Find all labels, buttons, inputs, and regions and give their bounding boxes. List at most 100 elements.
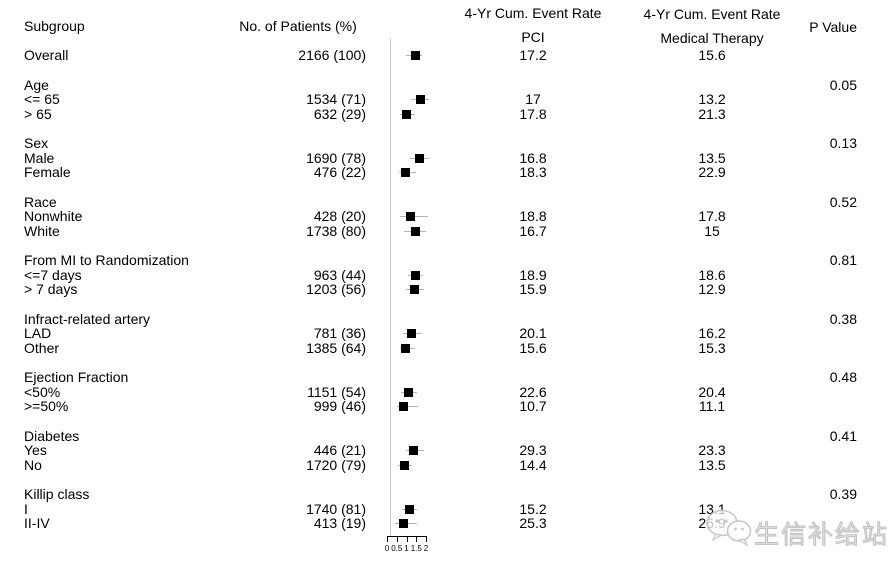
mt-event-rate-value: 11.1 <box>698 398 726 414</box>
row-overall: Overall 2166 (100) 17.2 15.6 <box>0 46 894 63</box>
row-subgroup-item: > 7 days 1203 (56) 15.9 12.9 <box>0 282 894 297</box>
pci-event-rate-value: 20.1 <box>519 325 547 341</box>
mt-event-rate-value: 23.3 <box>698 442 726 458</box>
mt-event-rate-value: 13.5 <box>698 456 726 473</box>
row-subgroup-item: Yes 446 (21) 29.3 23.3 <box>0 443 894 458</box>
subgroup-label: >=50% <box>24 398 69 414</box>
patients-value: 1690 (78) <box>306 149 366 166</box>
mt-event-rate-value: 21.3 <box>698 105 726 122</box>
row-group-header: From MI to Randomization 0.81 <box>0 253 894 268</box>
p-value: 0.52 <box>829 193 857 210</box>
group-label: Killip class <box>24 486 90 502</box>
p-value: 0.41 <box>829 427 857 444</box>
row-group-header: Sex 0.13 <box>0 136 894 151</box>
row-subgroup-item: <50% 1151 (54) 22.6 20.4 <box>0 383 894 400</box>
patients-value: 1740 (81) <box>306 500 366 517</box>
pci-event-rate-value: 15.6 <box>519 339 547 356</box>
mt-event-rate-value: 22.9 <box>698 164 726 180</box>
pci-event-rate-value: 17 <box>525 91 541 107</box>
column-header-subgroup: Subgroup <box>24 18 85 34</box>
point-estimate-square <box>409 285 419 294</box>
row-group-header: Diabetes 0.41 <box>0 427 894 444</box>
row-group-header: Race 0.52 <box>0 193 894 210</box>
patients-value: 1738 (80) <box>306 222 366 239</box>
row-group-header: Killip class 0.39 <box>0 487 894 502</box>
pci-event-rate-value: 16.8 <box>519 149 547 166</box>
group-label: Sex <box>24 135 49 151</box>
p-value: 0.38 <box>829 310 857 327</box>
row-subgroup-item: White 1738 (80) 16.7 15 <box>0 222 894 239</box>
axis-tick <box>387 536 388 542</box>
subgroup-label: > 7 days <box>24 281 78 297</box>
column-header-event-rate-pci: 4-Yr Cum. Event Rate <box>464 5 602 21</box>
patients-value: 1203 (56) <box>306 281 366 297</box>
patients-value: 428 (20) <box>313 208 366 224</box>
mt-event-rate-value: 13.5 <box>698 149 726 166</box>
subgroup-label: <=7 days <box>24 266 82 283</box>
watermark-text: 生信补给站 <box>753 521 890 550</box>
subgroup-label: II-IV <box>24 515 50 531</box>
subgroup-label: Male <box>24 149 55 166</box>
subgroup-label: I <box>24 500 28 517</box>
axis-tick <box>416 536 418 542</box>
subgroup-label: Other <box>24 339 60 356</box>
point-estimate-square <box>402 109 412 119</box>
pci-event-rate-value: 14.4 <box>519 456 547 473</box>
pci-event-rate-value: 16.7 <box>519 222 547 239</box>
patients-value: 476 (22) <box>313 164 366 180</box>
row-group-header: Ejection Fraction 0.48 <box>0 370 894 385</box>
subgroup-label: <= 65 <box>24 91 60 107</box>
axis-tick-label: 2 <box>423 544 429 553</box>
axis-tick <box>396 536 398 542</box>
point-estimate-square <box>411 270 421 280</box>
group-label: From MI to Randomization <box>24 252 189 268</box>
pci-event-rate-value: 18.8 <box>519 208 547 224</box>
subgroup-label: Yes <box>24 442 47 458</box>
group-label: Age <box>24 76 49 93</box>
group-label: Infract-related artery <box>24 310 151 327</box>
patients-value: 999 (46) <box>313 398 366 414</box>
point-estimate-square <box>404 504 414 514</box>
subgroup-label: Nonwhite <box>24 208 83 224</box>
patients-value: 1534 (71) <box>306 91 366 107</box>
row-subgroup-item: <=7 days 963 (44) 18.9 18.6 <box>0 266 894 283</box>
row-subgroup-item: Other 1385 (64) 15.6 15.3 <box>0 339 894 356</box>
pci-event-rate-value: 15.9 <box>519 281 547 297</box>
group-label: Diabetes <box>24 427 80 444</box>
point-estimate-square <box>408 446 418 455</box>
mt-event-rate-value: 18.6 <box>698 266 726 283</box>
mt-event-rate-value: 13.2 <box>698 91 726 107</box>
pci-event-rate-value: 18.9 <box>519 266 547 283</box>
mt-event-rate-value: 15.6 <box>698 46 726 63</box>
pci-event-rate-value: 25.3 <box>519 515 547 531</box>
column-header-p-value: P Value <box>809 19 857 35</box>
point-estimate-square <box>410 50 420 60</box>
patients-value: 1385 (64) <box>306 339 366 356</box>
watermark: 生信补给站 <box>706 507 892 553</box>
p-value: 0.13 <box>829 135 857 151</box>
pci-event-rate-value: 15.2 <box>519 500 547 517</box>
row-subgroup-item: No 1720 (79) 14.4 13.5 <box>0 456 894 473</box>
axis-tick <box>406 536 408 542</box>
point-estimate-square <box>410 226 420 236</box>
mt-event-rate-value: 20.4 <box>698 383 726 400</box>
point-estimate-square <box>416 95 426 104</box>
row-group-header: Infract-related artery 0.38 <box>0 310 894 327</box>
pci-event-rate-value: 10.7 <box>519 398 547 414</box>
row-subgroup-item: >=50% 999 (46) 10.7 11.1 <box>0 399 894 414</box>
patients-value: 963 (44) <box>313 266 366 283</box>
pci-event-rate-value: 17.8 <box>519 105 547 122</box>
p-value: 0.48 <box>829 369 857 385</box>
mt-event-rate-value: 15 <box>704 222 720 239</box>
wechat-icon <box>706 509 752 547</box>
mt-event-rate-value: 17.8 <box>698 208 726 224</box>
mt-event-rate-value: 12.9 <box>698 281 726 297</box>
pci-event-rate-value: 22.6 <box>519 383 547 400</box>
axis-tick-label: 0.5 <box>391 544 403 553</box>
row-group-header: Age 0.05 <box>0 76 894 93</box>
p-value: 0.81 <box>829 252 857 268</box>
axis-tick-label: 0 <box>384 544 390 553</box>
subgroup-label: No <box>24 456 42 473</box>
column-header-pci: PCI <box>521 29 545 45</box>
mt-event-rate-value: 15.3 <box>698 339 726 356</box>
